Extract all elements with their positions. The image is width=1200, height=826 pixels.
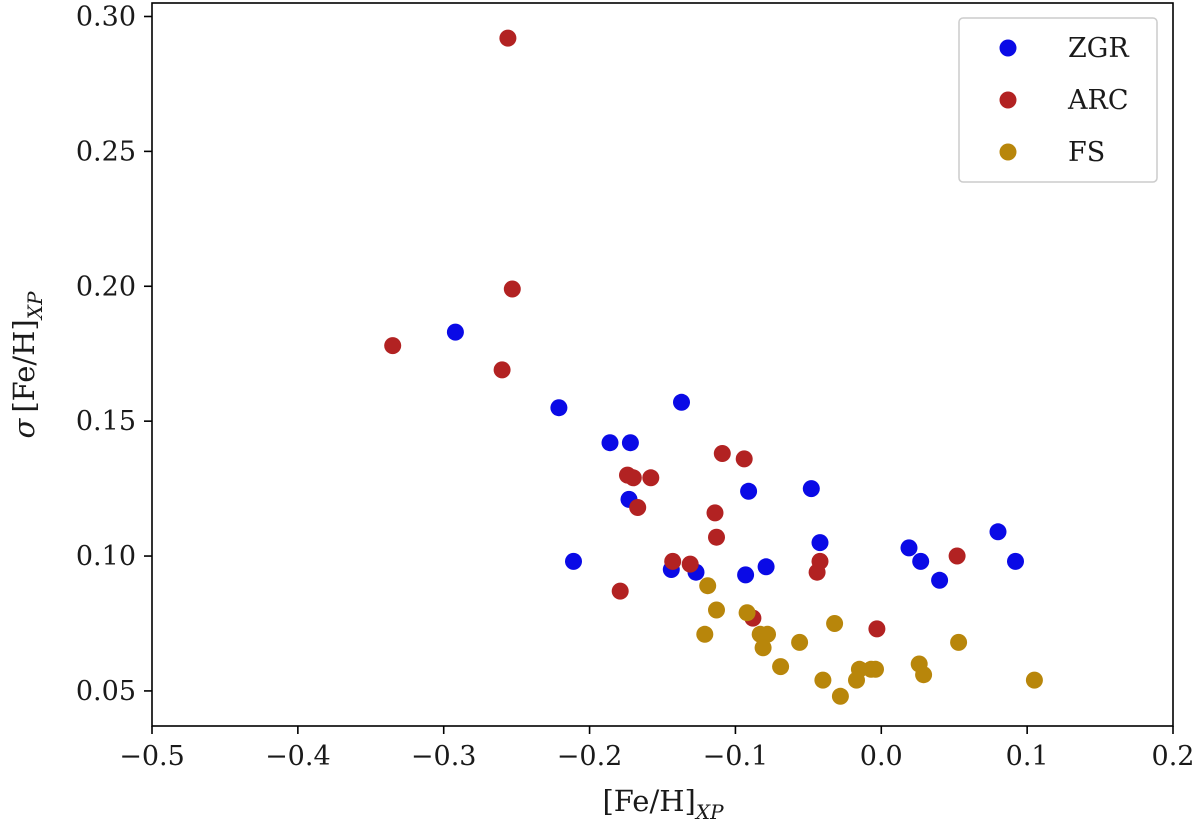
point-zgr — [601, 434, 619, 452]
legend-label-zgr: ZGR — [1068, 33, 1129, 64]
point-arc — [868, 620, 886, 638]
point-fs — [791, 633, 809, 651]
y-tick-label: 0.05 — [76, 676, 136, 707]
point-zgr — [931, 571, 949, 589]
legend-label-arc: ARC — [1067, 85, 1129, 116]
point-zgr — [811, 534, 829, 552]
y-axis-ticks: 0.05 0.10 0.15 0.20 0.25 0.30 — [76, 1, 152, 707]
point-zgr — [912, 552, 930, 570]
point-zgr — [900, 539, 918, 557]
point-arc — [629, 499, 647, 516]
point-arc — [664, 552, 682, 570]
point-zgr — [673, 393, 690, 411]
point-fs — [754, 639, 772, 657]
y-axis-label: σ[Fe/H]XP — [7, 291, 47, 438]
point-zgr — [737, 566, 755, 584]
x-tick-label: 0.0 — [860, 741, 903, 772]
point-fs — [696, 625, 714, 643]
y-tick-label: 0.30 — [76, 1, 136, 32]
point-arc — [713, 445, 731, 462]
y-tick-label: 0.25 — [76, 136, 136, 167]
data-points — [384, 29, 1043, 705]
point-fs — [950, 633, 968, 651]
point-zgr — [621, 434, 639, 452]
point-arc — [499, 29, 517, 47]
legend-marker-fs — [999, 143, 1017, 161]
point-zgr — [1007, 552, 1024, 570]
point-zgr — [565, 552, 582, 570]
point-fs — [848, 671, 865, 689]
y-tick-label: 0.20 — [76, 271, 136, 302]
point-fs — [831, 687, 849, 705]
point-arc — [708, 528, 725, 546]
x-tick-label: −0.5 — [119, 741, 185, 772]
x-axis-label: [Fe/H]XP — [602, 784, 724, 824]
point-arc — [624, 469, 642, 487]
point-arc — [681, 555, 699, 573]
point-fs — [738, 604, 756, 622]
legend-marker-zgr — [999, 39, 1017, 57]
y-tick-label: 0.10 — [76, 541, 136, 572]
y-tick-label: 0.15 — [76, 406, 136, 437]
point-arc — [948, 547, 966, 565]
point-zgr — [989, 523, 1007, 541]
x-tick-label: −0.4 — [265, 741, 331, 772]
point-arc — [503, 280, 521, 298]
point-arc — [611, 582, 629, 600]
point-zgr — [757, 558, 775, 576]
legend-marker-arc — [999, 91, 1017, 109]
point-zgr — [802, 480, 820, 498]
point-fs — [699, 577, 717, 595]
point-fs — [772, 658, 790, 676]
point-fs — [826, 615, 844, 632]
point-fs — [708, 601, 725, 619]
point-fs — [814, 671, 832, 689]
point-arc — [384, 337, 402, 355]
point-arc — [706, 504, 724, 522]
x-tick-label: 0.1 — [1006, 741, 1049, 772]
x-tick-label: 0.2 — [1152, 741, 1195, 772]
point-fs — [1025, 671, 1043, 689]
point-arc — [642, 469, 660, 487]
legend: ZGR ARC FS — [958, 17, 1158, 183]
point-arc — [808, 563, 826, 581]
point-arc — [735, 450, 753, 468]
x-tick-label: −0.1 — [703, 741, 769, 772]
point-fs — [759, 625, 776, 643]
point-arc — [493, 361, 511, 379]
x-tick-label: −0.2 — [557, 741, 623, 772]
point-fs — [867, 660, 884, 678]
point-zgr — [740, 482, 758, 500]
legend-box — [958, 17, 1158, 183]
plot-frame — [151, 2, 1174, 727]
point-zgr — [550, 399, 568, 417]
x-tick-label: −0.3 — [411, 741, 477, 772]
legend-label-fs: FS — [1068, 137, 1105, 168]
point-fs — [915, 666, 933, 684]
point-zgr — [446, 323, 464, 341]
x-axis-ticks: −0.5 −0.4 −0.3 −0.2 −0.1 0.0 0.1 0.2 — [119, 726, 1194, 772]
